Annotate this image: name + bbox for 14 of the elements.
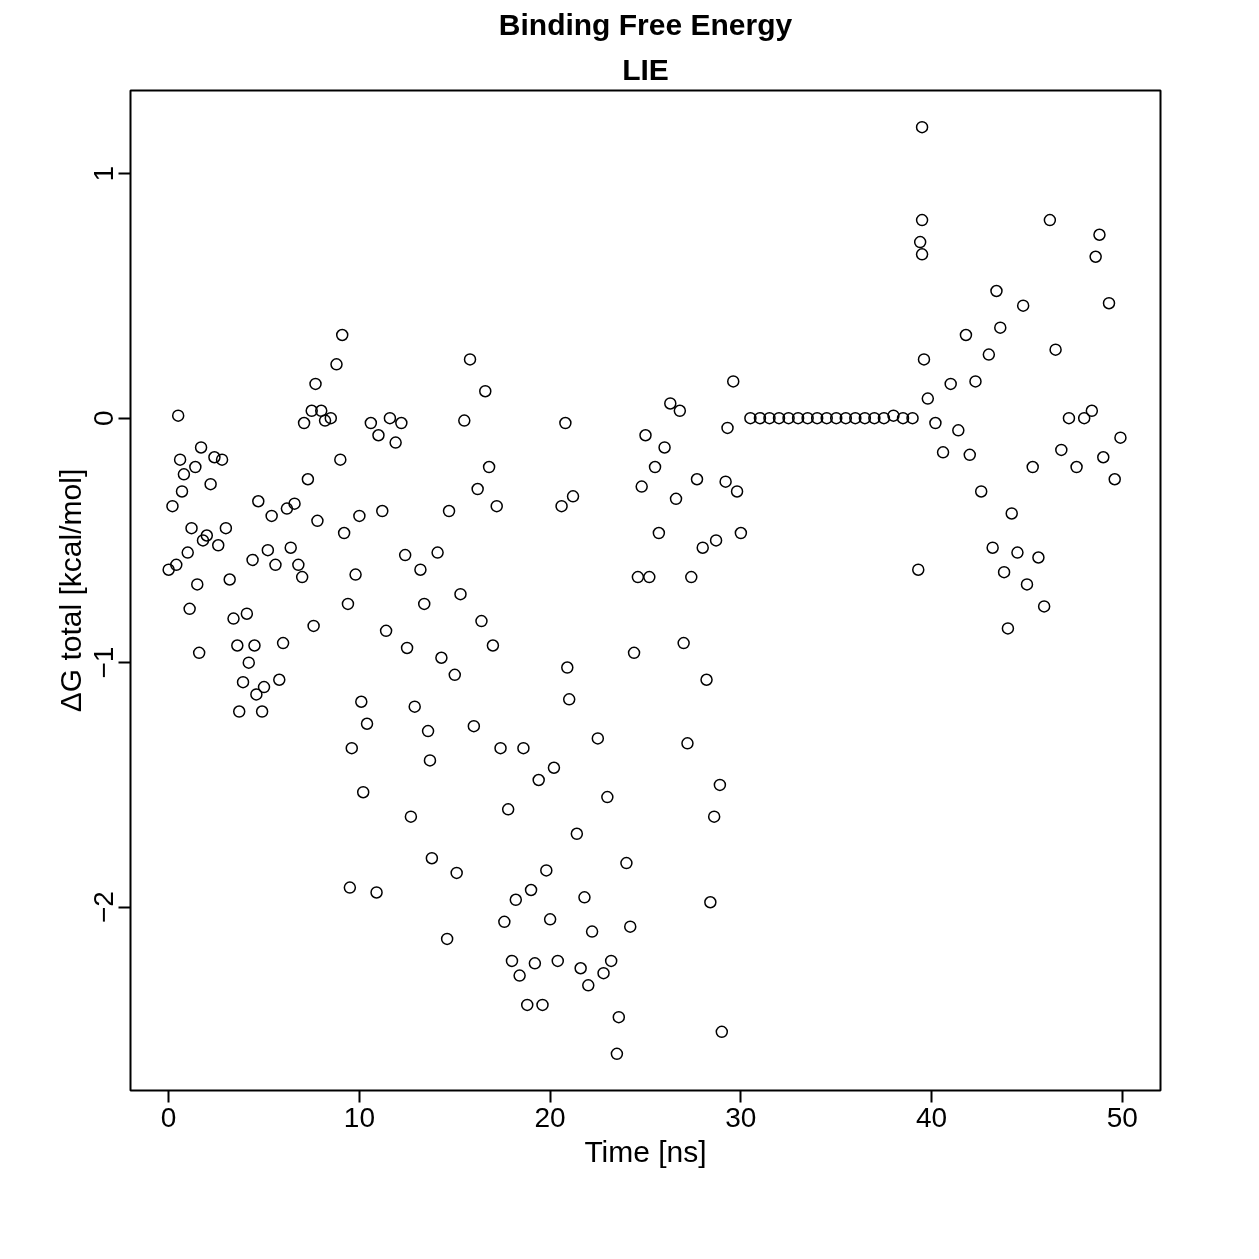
x-tick-label: 30 <box>725 1101 757 1133</box>
y-tick-label: −1 <box>88 646 120 679</box>
x-tick-label: 20 <box>534 1101 566 1133</box>
x-tick-label: 0 <box>160 1101 177 1133</box>
y-tick-label: 0 <box>88 410 120 426</box>
x-tick-label: 50 <box>1106 1101 1138 1133</box>
y-axis-title: ΔG total [kcal/mol] <box>53 468 87 713</box>
y-tick-label: −2 <box>88 891 120 924</box>
x-tick-label: 10 <box>343 1101 375 1133</box>
x-tick-label: 40 <box>916 1101 948 1133</box>
chart-subtitle: LIE <box>622 52 669 86</box>
chart-title: Binding Free Energy <box>498 7 793 41</box>
y-tick-label: 1 <box>88 165 120 182</box>
x-axis-title: Time [ns] <box>584 1134 707 1168</box>
